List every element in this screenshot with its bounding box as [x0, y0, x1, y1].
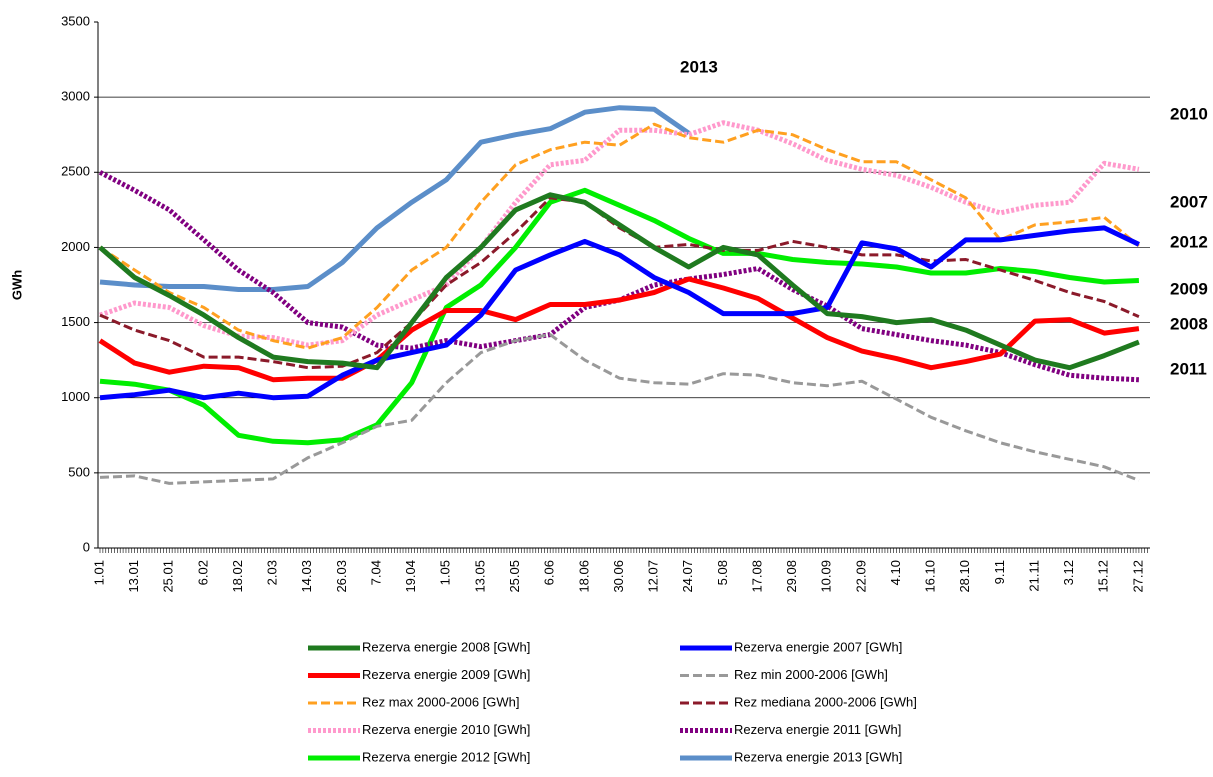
x-tick-label: 17.08 — [749, 560, 764, 593]
legend-label: Rezerva energie 2012 [GWh] — [362, 749, 530, 764]
y-axis-label: GWh — [9, 270, 24, 300]
x-tick-label: 7.04 — [368, 560, 383, 585]
x-tick-label: 30.06 — [611, 560, 626, 593]
x-tick-label: 25.01 — [161, 560, 176, 593]
annotation: 2011 — [1170, 359, 1207, 378]
y-tick-label: 2000 — [61, 239, 90, 254]
series-line — [99, 120, 1140, 348]
x-tick-label: 29.08 — [784, 560, 799, 593]
legend-label: Rezerva energie 2010 [GWh] — [362, 722, 530, 737]
series-line — [98, 192, 1140, 371]
x-tick-label: 18.06 — [576, 560, 591, 593]
y-tick-label: 3500 — [61, 13, 90, 28]
legend-label: Rezerva energie 2007 [GWh] — [734, 639, 902, 654]
legend-label: Rez mediana 2000-2006 [GWh] — [734, 694, 917, 709]
series-line — [98, 276, 1140, 383]
y-tick-label: 3000 — [61, 89, 90, 104]
x-tick-label: 12.07 — [646, 560, 661, 593]
x-tick-label: 14.03 — [299, 560, 314, 593]
series-line — [99, 122, 1140, 350]
x-tick-label: 2.03 — [265, 560, 280, 585]
series-line — [99, 196, 1140, 370]
x-tick-label: 28.10 — [957, 560, 972, 593]
annotation: 2009 — [1170, 279, 1208, 298]
y-tick-label: 2500 — [61, 164, 90, 179]
annotation: 2007 — [1170, 192, 1208, 211]
x-tick-label: 6.06 — [542, 560, 557, 585]
x-tick-label: 15.12 — [1096, 560, 1111, 593]
y-tick-label: 0 — [83, 539, 90, 554]
legend-label: Rez max 2000-2006 [GWh] — [362, 694, 520, 709]
x-tick-label: 24.07 — [680, 560, 695, 593]
series-line — [99, 225, 1140, 401]
x-tick-label: 13.05 — [472, 560, 487, 593]
x-tick-label: 4.10 — [888, 560, 903, 585]
x-tick-label: 3.12 — [1061, 560, 1076, 585]
legend-label: Rezerva energie 2009 [GWh] — [362, 667, 530, 682]
x-tick-label: 22.09 — [853, 560, 868, 593]
x-tick-label: 25.05 — [507, 560, 522, 593]
y-tick-label: 1000 — [61, 389, 90, 404]
legend-label: Rez min 2000-2006 [GWh] — [734, 667, 888, 682]
x-tick-label: 21.11 — [1026, 560, 1041, 592]
x-tick-label: 1.01 — [91, 560, 106, 585]
x-tick-label: 27.12 — [1130, 560, 1145, 593]
x-tick-label: 19.04 — [403, 560, 418, 593]
x-tick-label: 9.11 — [992, 560, 1007, 584]
y-tick-label: 1500 — [61, 314, 90, 329]
annotation: 2008 — [1170, 314, 1208, 333]
x-tick-label: 18.02 — [230, 560, 245, 593]
legend-label: Rezerva energie 2011 [GWh] — [734, 722, 901, 737]
x-tick-label: 1.05 — [438, 560, 453, 585]
x-tick-label: 16.10 — [923, 560, 938, 593]
y-tick-label: 500 — [68, 464, 90, 479]
series-line — [99, 187, 1140, 446]
annotation: 2010 — [1170, 104, 1208, 123]
annotation: 2013 — [680, 57, 718, 76]
x-tick-label: 13.01 — [126, 560, 141, 593]
x-tick-label: 5.08 — [715, 560, 730, 585]
legend-label: Rezerva energie 2013 [GWh] — [734, 749, 902, 764]
x-tick-label: 10.09 — [819, 560, 834, 593]
annotation: 2012 — [1170, 232, 1208, 251]
x-tick-label: 6.02 — [195, 560, 210, 585]
series-line — [99, 105, 691, 292]
series-line — [99, 333, 1140, 485]
x-tick-label: 26.03 — [334, 560, 349, 593]
legend-label: Rezerva energie 2008 [GWh] — [362, 639, 530, 654]
